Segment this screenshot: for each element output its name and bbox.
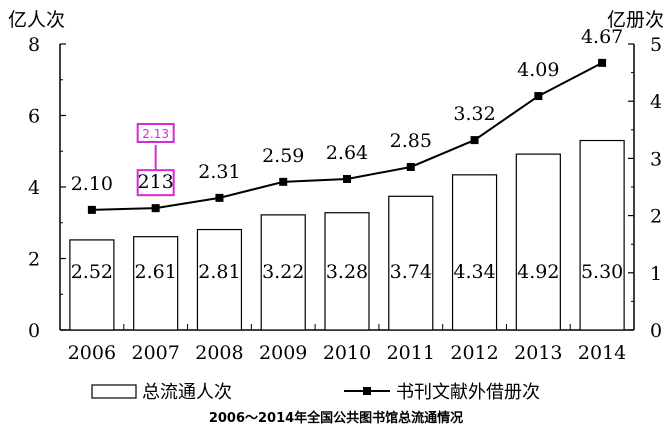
line-data-label: 3.32 xyxy=(453,103,495,125)
line-point xyxy=(598,58,607,67)
line-data-label: 4.09 xyxy=(517,59,559,81)
bar xyxy=(133,236,179,331)
bars xyxy=(69,139,625,331)
line-data-label: 2.85 xyxy=(390,130,432,152)
left-tick-label: 8 xyxy=(28,34,40,56)
line-point xyxy=(151,204,160,213)
bar xyxy=(579,139,625,331)
x-tick-label: 2008 xyxy=(195,342,243,364)
x-tick-label: 2010 xyxy=(323,342,371,364)
bar-data-label: 3.22 xyxy=(262,261,304,283)
x-tick-label: 2012 xyxy=(450,342,498,364)
right-tick-label: 4 xyxy=(650,91,662,113)
line-series xyxy=(87,58,607,214)
left-tick-label: 4 xyxy=(28,177,40,199)
line-point xyxy=(215,193,224,202)
line-data-label: 2.31 xyxy=(198,161,240,183)
labels: 2006 2007 2008 2009 2010 2011 2012 2013 2014 2.52… xyxy=(68,26,627,364)
bar-data-label: 2.61 xyxy=(135,261,177,283)
line-point xyxy=(406,162,415,171)
bar-data-label: 3.28 xyxy=(326,261,368,283)
left-axis-label: 亿人次 xyxy=(8,9,65,31)
legend-line-label: 书刊文献外借册次 xyxy=(396,382,540,403)
bar xyxy=(196,228,243,331)
annotation-text: 2.13 xyxy=(142,127,169,141)
legend: 总流通人次 书刊文献外借册次 xyxy=(91,382,540,403)
line-data-label: 2.64 xyxy=(326,142,368,164)
x-tick-label: 2007 xyxy=(131,342,179,364)
bar-data-label: 4.34 xyxy=(453,261,495,283)
legend-bar-label: 总流通人次 xyxy=(142,382,232,403)
bar xyxy=(260,214,306,331)
right-axis-label: 亿册次 xyxy=(607,9,664,31)
bar-data-label: 2.81 xyxy=(198,261,240,283)
chart-title: 2006～2014年全国公共图书馆总流通情况 xyxy=(209,410,463,426)
left-tick-label: 2 xyxy=(28,249,40,271)
line-point xyxy=(343,174,351,183)
line-data-label: 4.67 xyxy=(581,26,623,48)
legend-bar-swatch xyxy=(91,384,137,399)
right-tick-label: 5 xyxy=(650,34,662,56)
left-tick-label: 6 xyxy=(28,106,40,128)
bar xyxy=(69,239,115,331)
x-tick-label: 2014 xyxy=(578,342,626,364)
bar xyxy=(388,195,434,331)
annotation-box xyxy=(136,123,175,143)
line-data-label: 213 xyxy=(138,171,174,193)
right-tick-label: 3 xyxy=(650,148,662,170)
right-tick-label: 2 xyxy=(650,206,662,228)
left-tick-label: 0 xyxy=(28,320,40,342)
line-data-label: 2.59 xyxy=(262,145,304,167)
bar-data-label: 5.30 xyxy=(581,261,623,283)
x-tick-label: 2009 xyxy=(259,342,307,364)
line-point xyxy=(87,205,96,214)
line-point xyxy=(470,136,479,145)
x-tick-label: 2011 xyxy=(387,342,435,364)
right-tick-label: 1 xyxy=(650,263,662,285)
line-point xyxy=(279,177,288,186)
bar xyxy=(324,212,370,331)
legend-line-marker xyxy=(363,387,371,395)
right-tick-label: 0 xyxy=(650,320,662,342)
line-point xyxy=(534,92,543,101)
bar-data-label: 3.74 xyxy=(390,261,432,283)
bar xyxy=(515,153,561,331)
line-data-label: 2.10 xyxy=(71,173,113,195)
bar xyxy=(451,174,498,331)
x-tick-label: 2013 xyxy=(514,342,562,364)
bar-data-label: 4.92 xyxy=(517,261,559,283)
bar-data-label: 2.52 xyxy=(71,261,113,283)
x-tick-label: 2006 xyxy=(68,342,116,364)
